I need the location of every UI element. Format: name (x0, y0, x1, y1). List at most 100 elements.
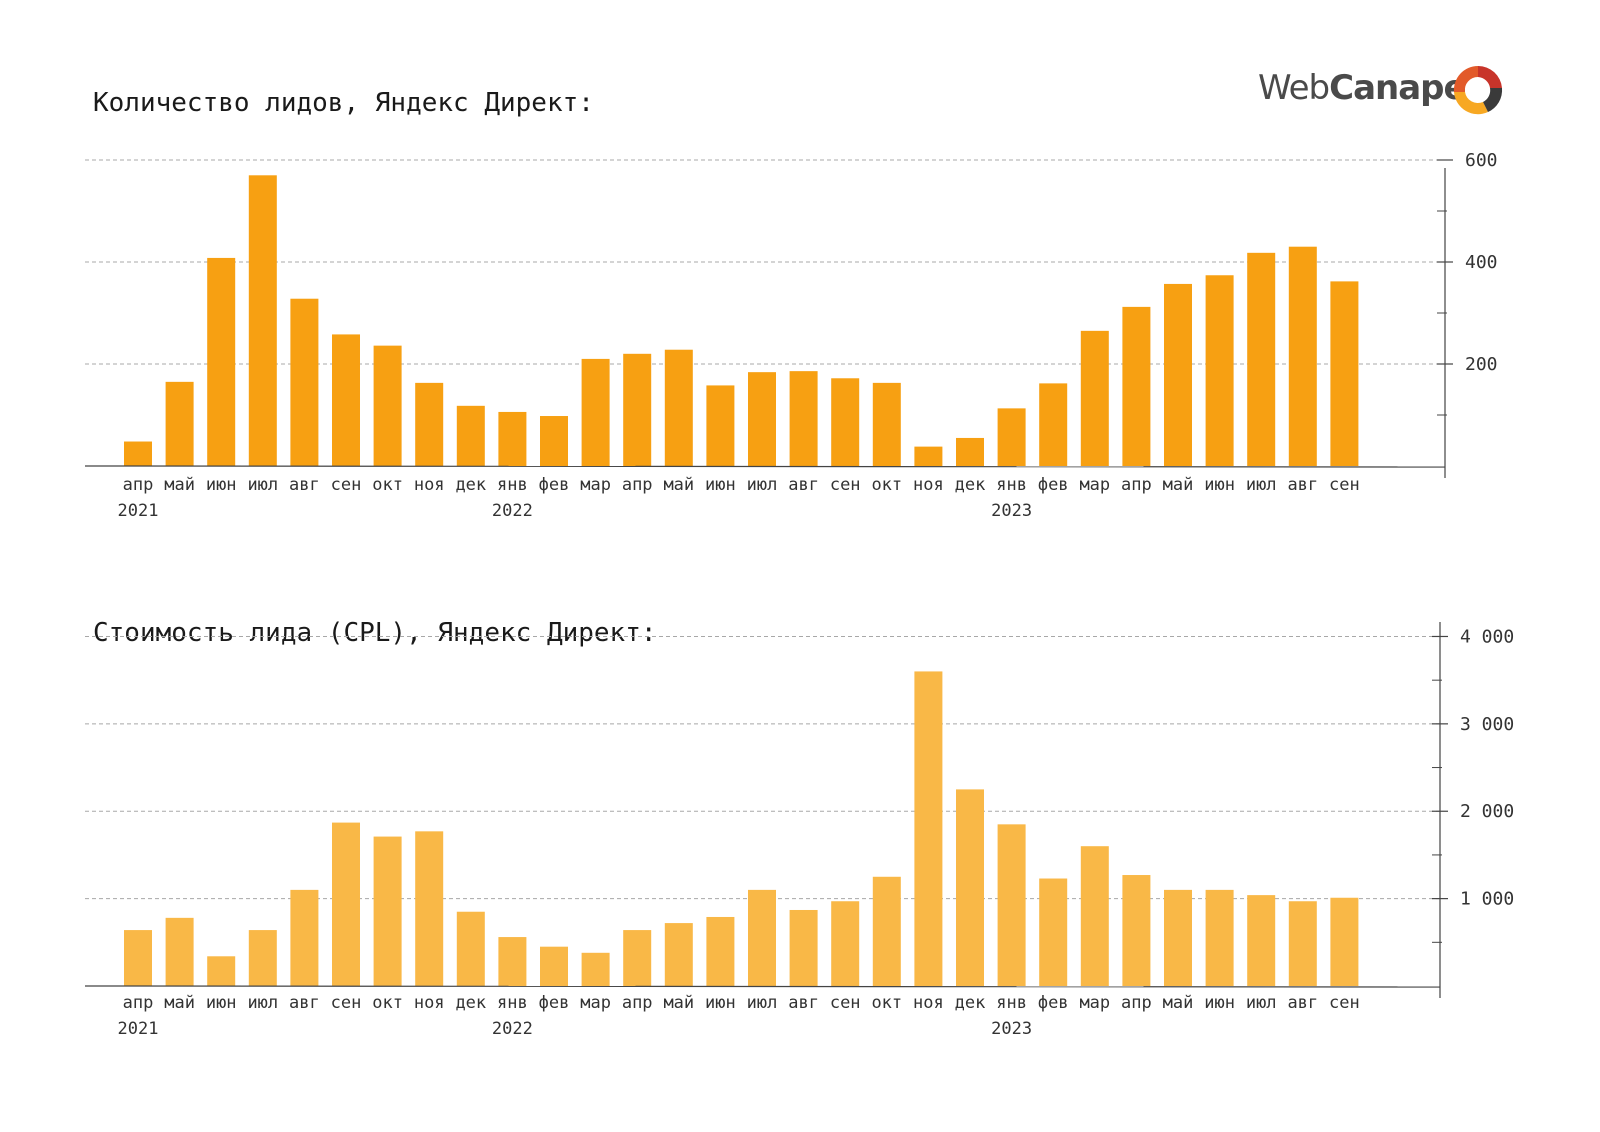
cpl-x-tick-label: окт (871, 993, 902, 1013)
cpl-bar (914, 671, 943, 986)
leads-x-tick-label: сен (1329, 475, 1360, 495)
leads-bar (706, 385, 735, 466)
leads-bar (1247, 252, 1276, 466)
cpl-bar (540, 946, 568, 986)
leads-x-tick-label: май (663, 475, 694, 495)
cpl-x-tick-label: май (1163, 993, 1194, 1013)
leads-x-tick-label: апр (1121, 475, 1152, 495)
cpl-bar (332, 822, 360, 986)
leads-bar (872, 382, 901, 466)
cpl-bar (498, 937, 527, 986)
leads-bar (415, 382, 444, 466)
leads-x-tick-label: авг (788, 475, 819, 495)
webcanape-logo: WebCanape (1258, 60, 1508, 124)
cpl-x-tick-label: мар (580, 993, 611, 1013)
leads-bar (956, 437, 984, 466)
cpl-x-tick-label: апр (123, 993, 154, 1013)
logo-text-regular: Web (1258, 68, 1330, 108)
leads-bar (914, 446, 943, 466)
cpl-year-label: 2021 (118, 1019, 159, 1039)
cpl-bar (1247, 895, 1276, 986)
cpl-x-tick-label: фев (1038, 993, 1069, 1013)
chart1-title: Количество лидов, Яндекс Директ: (93, 88, 594, 118)
leads-x-tick-label: апр (622, 475, 653, 495)
cpl-x-tick-label: июн (705, 993, 736, 1013)
cpl-bar (1330, 897, 1359, 986)
logo-text: WebCanape (1258, 68, 1467, 108)
leads-x-tick-label: ноя (414, 475, 445, 495)
cpl-x-tick-label: ноя (414, 993, 445, 1013)
cpl-x-tick-label: авг (1287, 993, 1318, 1013)
leads-x-tick-label: июл (747, 475, 778, 495)
cpl-bar (581, 952, 610, 986)
cpl-y-tick-label: 4 000 (1460, 626, 1514, 647)
cpl-bar (956, 789, 984, 986)
leads-x-tick-label: май (1163, 475, 1194, 495)
cpl-bar (1080, 846, 1109, 986)
leads-bar (165, 381, 194, 466)
leads-bar (789, 371, 818, 466)
leads-bar (748, 372, 776, 466)
cpl-bar (872, 876, 901, 986)
leads-x-tick-label: янв (996, 475, 1027, 495)
cpl-bar (290, 889, 319, 986)
cpl-x-tick-label: ноя (913, 993, 944, 1013)
cpl-bar (748, 889, 776, 986)
leads-x-axis (84, 465, 1446, 468)
cpl-bar (207, 956, 236, 986)
cpl-x-tick-label: июл (1246, 993, 1277, 1013)
cpl-x-tick-label: июн (206, 993, 237, 1013)
leads-year-label: 2022 (492, 501, 533, 521)
cpl-x-tick-label: янв (996, 993, 1027, 1013)
leads-bar (498, 411, 527, 466)
leads-x-tick-label: дек (955, 475, 986, 495)
cpl-x-tick-label: окт (372, 993, 403, 1013)
cpl-x-tick-label: авг (289, 993, 320, 1013)
leads-x-tick-label: фев (539, 475, 570, 495)
cpl-year-label: 2023 (991, 1019, 1032, 1039)
leads-x-tick-label: мар (580, 475, 611, 495)
cpl-bar (248, 930, 277, 986)
cpl-x-tick-label: апр (622, 993, 653, 1013)
leads-x-tick-label: июн (1204, 475, 1235, 495)
leads-y-tick-label: 600 (1465, 150, 1498, 171)
leads-x-tick-label: сен (331, 475, 362, 495)
cpl-x-tick-label: апр (1121, 993, 1152, 1013)
chart2-title: Стоимость лида (CPL), Яндекс Директ: (93, 618, 657, 648)
cpl-x-tick-label: сен (830, 993, 861, 1013)
cpl-x-tick-label: дек (955, 993, 986, 1013)
leads-bar (1288, 246, 1317, 466)
cpl-x-tick-label: фев (539, 993, 570, 1013)
leads-x-tick-label: сен (830, 475, 861, 495)
leads-bar (1122, 306, 1151, 466)
leads-bar (373, 345, 402, 466)
cpl-bar (831, 901, 860, 986)
cpl-y-tick-label: 3 000 (1460, 714, 1514, 735)
leads-year-label: 2021 (118, 501, 159, 521)
leads-bar (1205, 275, 1234, 466)
cpl-x-tick-label: мар (1079, 993, 1110, 1013)
cpl-x-tick-label: июл (247, 993, 278, 1013)
leads-x-tick-label: мар (1079, 475, 1110, 495)
leads-bar (456, 405, 485, 466)
cpl-bar (165, 917, 194, 986)
leads-bar (997, 408, 1026, 466)
leads-y-tick-label: 200 (1465, 354, 1498, 375)
leads-x-tick-label: июл (247, 475, 278, 495)
cpl-bar (789, 909, 818, 986)
leads-x-tick-label: июн (705, 475, 736, 495)
cpl-year-label: 2022 (492, 1019, 533, 1039)
leads-bar (207, 257, 236, 466)
leads-bar (581, 358, 610, 466)
cpl-bar (373, 836, 402, 986)
cpl-bar (124, 930, 152, 986)
leads-bar (332, 334, 360, 466)
cpl-x-tick-label: июл (747, 993, 778, 1013)
leads-x-tick-label: янв (497, 475, 528, 495)
leads-x-tick-label: июл (1246, 475, 1277, 495)
cpl-bar (623, 930, 652, 986)
leads-x-tick-label: апр (123, 475, 154, 495)
cpl-x-axis (84, 985, 1441, 988)
